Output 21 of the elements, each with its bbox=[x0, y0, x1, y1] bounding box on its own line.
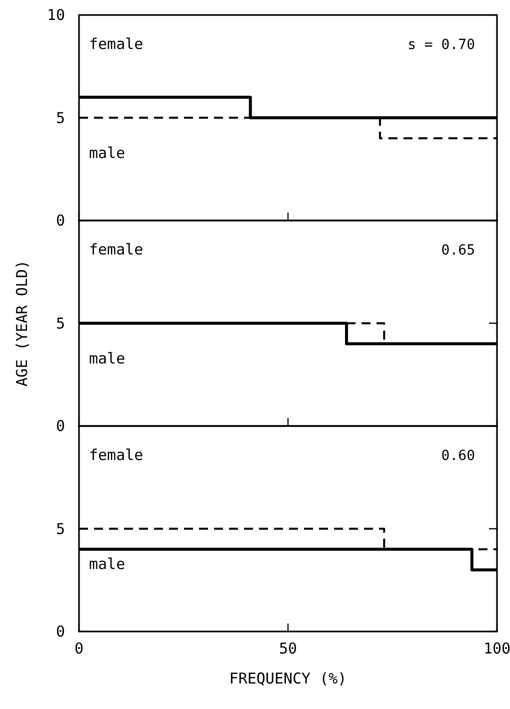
annotation: s = 0.70 bbox=[408, 37, 475, 53]
annotation: female bbox=[89, 240, 144, 258]
y-tick-label: 0 bbox=[56, 417, 65, 435]
y-tick-label: 5 bbox=[56, 520, 65, 538]
annotation: male bbox=[89, 144, 126, 162]
annotation: female bbox=[89, 446, 144, 464]
x-axis-title: FREQUENCY (%) bbox=[229, 670, 347, 688]
y-tick-label: 0 bbox=[56, 622, 65, 640]
y-tick-label: 0 bbox=[56, 212, 65, 230]
y-tick-label: 10 bbox=[46, 6, 65, 24]
x-tick-label: 100 bbox=[483, 640, 510, 658]
y-axis-title: AGE (YEAR OLD) bbox=[13, 260, 31, 386]
annotation: male bbox=[89, 555, 126, 573]
annotation: 0.65 bbox=[441, 242, 475, 258]
annotation: 0.60 bbox=[441, 448, 475, 464]
annotation: male bbox=[89, 350, 126, 368]
x-tick-label: 50 bbox=[278, 640, 298, 658]
annotation: female bbox=[89, 35, 144, 53]
y-tick-label: 5 bbox=[56, 108, 65, 127]
x-tick-label: 0 bbox=[74, 640, 84, 658]
y-tick-label: 5 bbox=[56, 314, 65, 332]
